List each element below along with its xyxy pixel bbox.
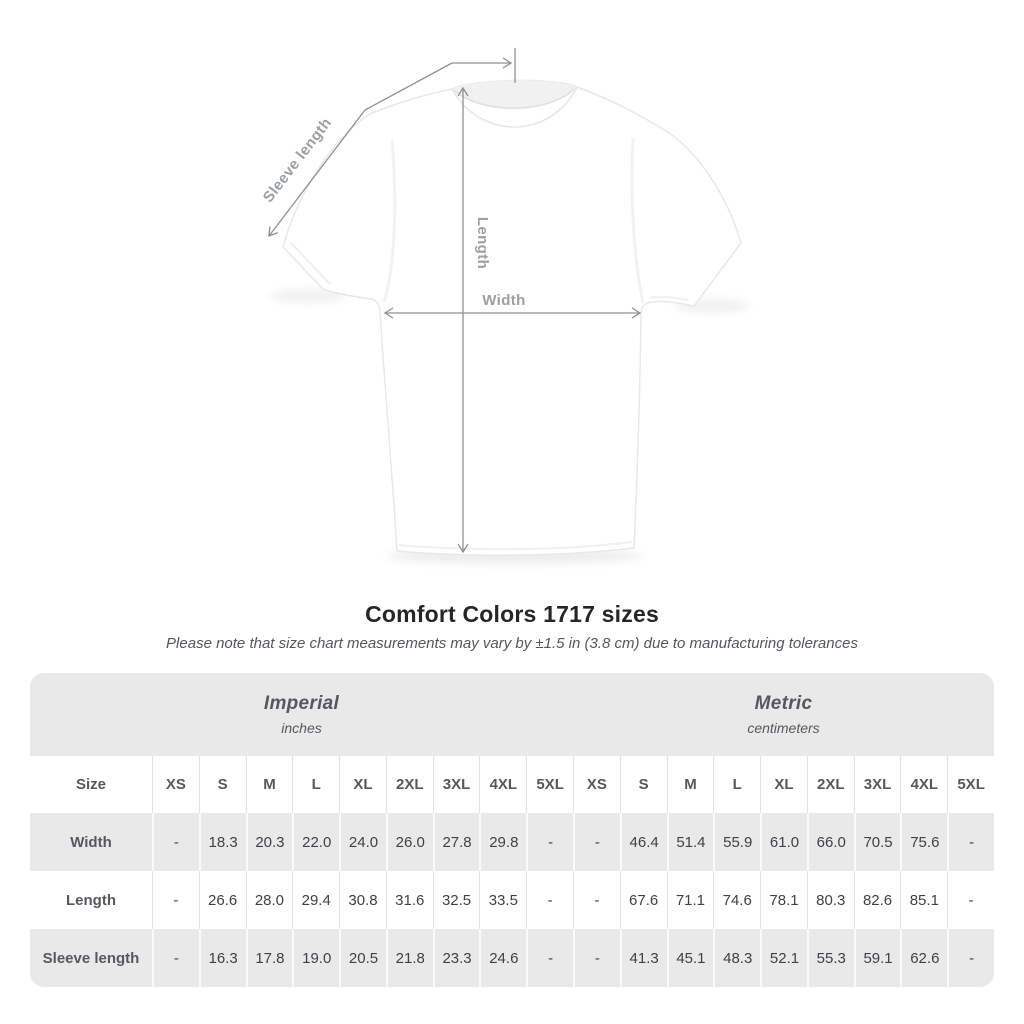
cell-sleeve-length-xs-metric: -	[573, 929, 620, 987]
tolerance-note: Please note that size chart measurements…	[166, 635, 858, 652]
cell-length-4xl-imperial: 33.5	[479, 871, 526, 929]
cell-sleeve-length-l-imperial: 19.0	[292, 929, 339, 987]
cell-width-2xl-imperial: 26.0	[385, 813, 433, 871]
column-header-xl-imperial: XL	[339, 756, 386, 813]
imperial-group-header: Imperial inches	[30, 673, 573, 756]
cell-width-3xl-imperial: 27.8	[432, 813, 480, 871]
width-label: Width	[482, 292, 526, 309]
column-header-5xl-imperial: 5XL	[526, 756, 573, 813]
cell-length-5xl-imperial: -	[526, 871, 573, 929]
cell-width-3xl-metric: 70.5	[853, 813, 901, 871]
cell-sleeve-length-3xl-metric: 59.1	[853, 929, 901, 987]
cell-sleeve-length-3xl-imperial: 23.3	[432, 929, 480, 987]
cell-width-s-imperial: 18.3	[198, 813, 246, 871]
metric-units: centimeters	[747, 720, 820, 736]
tshirt-illustration	[282, 79, 742, 556]
cell-sleeve-length-xl-metric: 52.1	[760, 929, 807, 987]
cell-width-m-imperial: 20.3	[245, 813, 293, 871]
column-header-l-imperial: L	[292, 756, 339, 813]
cell-width-xl-metric: 61.0	[760, 813, 807, 871]
cell-sleeve-length-5xl-imperial: -	[526, 929, 573, 987]
cell-length-m-imperial: 28.0	[245, 871, 293, 929]
column-header-xs-imperial: XS	[152, 756, 199, 813]
column-header-5xl-metric: 5XL	[947, 756, 994, 813]
sleeve-length-arrow	[268, 62, 453, 237]
row-width: Width -18.3 20.3 22.0 24.0 26.0 27.8 29.8- -46.4…	[30, 813, 994, 871]
length-label: Length	[474, 217, 491, 269]
cell-width-l-metric: 55.9	[713, 813, 760, 871]
cell-length-2xl-metric: 80.3	[806, 871, 854, 929]
cell-length-5xl-metric: -	[947, 871, 994, 929]
unit-band: Imperial inches Metric centimeters	[30, 673, 994, 756]
column-header-m-metric: M	[666, 756, 714, 813]
cell-sleeve-length-2xl-imperial: 21.8	[385, 929, 433, 987]
title-block: Comfort Colors 1717 sizes Please note th…	[0, 601, 1024, 652]
cell-sleeve-length-xs-imperial: -	[152, 929, 199, 987]
cell-width-s-metric: 46.4	[619, 813, 667, 871]
cell-sleeve-length-l-metric: 48.3	[713, 929, 760, 987]
column-header-s-metric: S	[619, 756, 667, 813]
cell-sleeve-length-5xl-metric: -	[947, 929, 994, 987]
size-chart-table: Imperial inches Metric centimeters Size X…	[30, 673, 994, 987]
cell-length-3xl-imperial: 32.5	[432, 871, 480, 929]
size-header-row: Size XS S M L XL 2XL 3XL 4XL 5XL XS S M L XL 2XL 3XL 4XL 5…	[30, 756, 994, 813]
cell-length-3xl-metric: 82.6	[853, 871, 901, 929]
cell-width-2xl-metric: 66.0	[806, 813, 854, 871]
metric-group-header: Metric centimeters	[573, 673, 994, 756]
column-header-4xl-metric: 4XL	[900, 756, 947, 813]
cell-sleeve-length-xl-imperial: 20.5	[339, 929, 386, 987]
cell-sleeve-length-s-metric: 41.3	[619, 929, 667, 987]
cell-length-m-metric: 71.1	[666, 871, 714, 929]
size-chart-title: Comfort Colors 1717 sizes	[365, 601, 659, 627]
column-header-m-imperial: M	[245, 756, 293, 813]
tshirt-size-diagram: Sleeve length Length Width	[260, 48, 750, 564]
cell-length-xs-metric: -	[573, 871, 620, 929]
column-header-xs-metric: XS	[573, 756, 620, 813]
cell-sleeve-length-m-metric: 45.1	[666, 929, 714, 987]
cell-length-s-metric: 67.6	[619, 871, 667, 929]
cell-width-l-imperial: 22.0	[292, 813, 339, 871]
cell-sleeve-length-4xl-imperial: 24.6	[479, 929, 526, 987]
column-header-s-imperial: S	[198, 756, 246, 813]
cell-sleeve-length-4xl-metric: 62.6	[900, 929, 947, 987]
cell-length-xl-metric: 78.1	[760, 871, 807, 929]
column-header-2xl-metric: 2XL	[806, 756, 854, 813]
column-header-size: Size	[75, 776, 106, 793]
cell-length-xl-imperial: 30.8	[339, 871, 386, 929]
column-header-l-metric: L	[713, 756, 760, 813]
column-header-3xl-imperial: 3XL	[432, 756, 480, 813]
column-header-2xl-imperial: 2XL	[385, 756, 433, 813]
column-header-4xl-imperial: 4XL	[479, 756, 526, 813]
row-label-width: Width	[70, 833, 112, 851]
row-label-sleeve-length: Sleeve length	[42, 949, 140, 967]
cell-length-s-imperial: 26.6	[198, 871, 246, 929]
cell-sleeve-length-m-imperial: 17.8	[245, 929, 293, 987]
row-sleeve-length: Sleeve length -16.3 17.8 19.0 20.5 21.8 23.3 24…	[30, 929, 994, 987]
cell-width-xs-metric: -	[573, 813, 620, 871]
metric-label: Metric	[754, 693, 813, 714]
cell-width-4xl-imperial: 29.8	[479, 813, 526, 871]
cell-length-l-imperial: 29.4	[292, 871, 339, 929]
cell-length-xs-imperial: -	[152, 871, 199, 929]
column-header-xl-metric: XL	[760, 756, 807, 813]
cell-width-xl-imperial: 24.0	[339, 813, 386, 871]
cell-length-2xl-imperial: 31.6	[385, 871, 433, 929]
column-header-3xl-metric: 3XL	[853, 756, 901, 813]
cell-width-4xl-metric: 75.6	[900, 813, 947, 871]
cell-width-5xl-metric: -	[947, 813, 994, 871]
cell-length-l-metric: 74.6	[713, 871, 760, 929]
imperial-units: inches	[281, 720, 322, 736]
row-label-length: Length	[66, 891, 116, 909]
row-length: Length -26.6 28.0 29.4 30.8 31.6 32.5 33.5- -67.…	[30, 871, 994, 929]
imperial-label: Imperial	[263, 693, 340, 714]
cell-sleeve-length-s-imperial: 16.3	[198, 929, 246, 987]
cell-length-4xl-metric: 85.1	[900, 871, 947, 929]
cell-width-m-metric: 51.4	[666, 813, 714, 871]
cell-width-xs-imperial: -	[152, 813, 199, 871]
cell-width-5xl-imperial: -	[526, 813, 573, 871]
cell-sleeve-length-2xl-metric: 55.3	[806, 929, 854, 987]
